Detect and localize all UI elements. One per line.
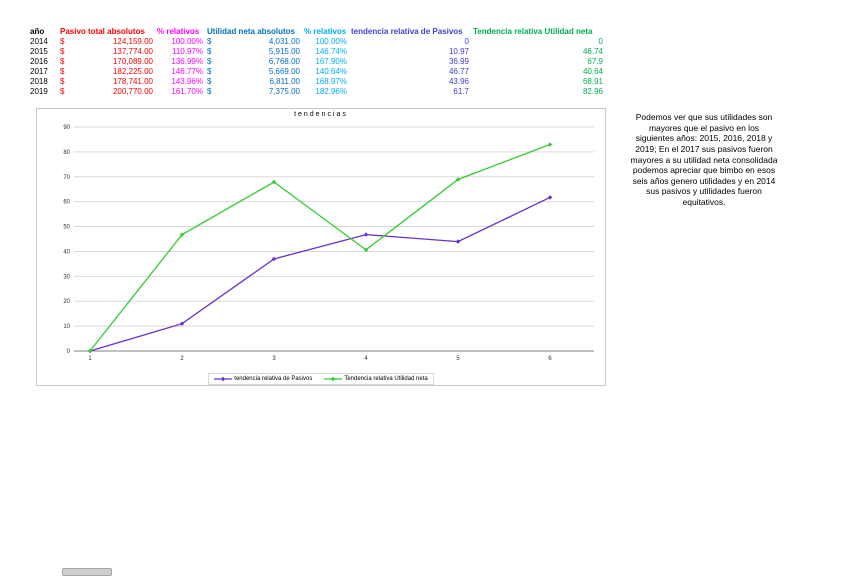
horizontal-scrollbar-thumb[interactable] bbox=[62, 568, 112, 576]
table-row: 2018 $178,741.00 143.96% $6,811.00 168.97% 43… bbox=[28, 77, 605, 87]
chart-title: tendencias bbox=[294, 111, 348, 118]
column-header[interactable]: año bbox=[30, 26, 45, 36]
svg-text:1: 1 bbox=[88, 356, 92, 362]
table-cell[interactable]: 0 bbox=[464, 37, 469, 46]
table-cell[interactable]: 2019 bbox=[30, 87, 48, 96]
svg-text:6: 6 bbox=[548, 356, 552, 362]
table-cell[interactable]: 168.97% bbox=[315, 77, 347, 86]
svg-text:20: 20 bbox=[63, 299, 70, 305]
table-cell[interactable]: 61.7 bbox=[453, 87, 469, 96]
table-cell[interactable]: $200,770.00 bbox=[60, 87, 153, 96]
table-cell[interactable]: $170,089.00 bbox=[60, 57, 153, 66]
svg-text:2: 2 bbox=[180, 356, 184, 362]
table-cell[interactable]: 136.99% bbox=[171, 57, 203, 66]
table-cell[interactable]: 46.77 bbox=[448, 67, 469, 76]
table-cell[interactable]: $182,225.00 bbox=[60, 67, 153, 76]
chart-plot: 0 10 20 30 40 50 60 70 80 90 1 2 3 4 5 6 bbox=[63, 125, 594, 362]
table-cell[interactable]: $6,811.00 bbox=[207, 77, 300, 86]
svg-text:5: 5 bbox=[456, 356, 460, 362]
column-header[interactable]: % relativos bbox=[304, 26, 347, 36]
column-header[interactable]: Pasivo total absolutos bbox=[60, 26, 145, 36]
table-cell[interactable]: 100.00% bbox=[171, 37, 203, 46]
chart-legend: tendencia relativa de Pasivos Tendencia r… bbox=[208, 373, 434, 385]
svg-text:80: 80 bbox=[63, 150, 70, 156]
table-cell[interactable]: 143.96% bbox=[171, 77, 203, 86]
table-cell[interactable]: 2015 bbox=[30, 47, 48, 56]
table-cell[interactable]: 2014 bbox=[30, 37, 48, 46]
table-cell[interactable]: 2016 bbox=[30, 57, 48, 66]
table-cell[interactable]: $6,768.00 bbox=[207, 57, 300, 66]
table-cell[interactable]: 2018 bbox=[30, 77, 48, 86]
svg-text:0: 0 bbox=[67, 349, 71, 355]
table-cell[interactable]: 100.00% bbox=[315, 37, 347, 46]
table-cell[interactable]: 182.96% bbox=[315, 87, 347, 96]
table-cell[interactable]: $5,915.00 bbox=[207, 47, 300, 56]
table-cell[interactable]: 167.90% bbox=[315, 57, 347, 66]
table-cell[interactable]: 46.74 bbox=[582, 47, 603, 56]
table-cell[interactable]: 161.70% bbox=[171, 87, 203, 96]
table-row: 2019 $200,770.00 161.70% $7,375.00 182.96% 61… bbox=[28, 87, 605, 97]
svg-text:60: 60 bbox=[63, 200, 70, 206]
table-row: 2014 $124,159.00 100.00% $4,031.00 100.00% 0 0 bbox=[28, 37, 605, 47]
svg-text:50: 50 bbox=[63, 225, 70, 231]
legend-item: Tendencia relativa Utilidad neta bbox=[324, 375, 428, 383]
svg-text:70: 70 bbox=[63, 175, 70, 181]
trend-chart[interactable]: tendencias 0 10 20 30 40 50 60 70 80 90 1 2 3 4 5 6 ten… bbox=[36, 108, 606, 386]
legend-label: Tendencia relativa Utilidad neta bbox=[344, 376, 428, 382]
comment-textbox[interactable]: Podemos ver que sus utilidades son mayor… bbox=[630, 112, 778, 207]
table-cell[interactable]: 68.91 bbox=[582, 77, 603, 86]
table-cell[interactable]: 36.99 bbox=[448, 57, 469, 66]
column-header[interactable]: Utilidad neta absolutos bbox=[207, 26, 296, 36]
svg-text:3: 3 bbox=[272, 356, 276, 362]
table-cell[interactable]: 43.96 bbox=[448, 77, 469, 86]
legend-marker-icon bbox=[214, 376, 233, 382]
table-cell[interactable]: 67.9 bbox=[587, 57, 603, 66]
table-cell[interactable]: $5,669.00 bbox=[207, 67, 300, 76]
svg-text:90: 90 bbox=[63, 125, 70, 131]
table-cell[interactable]: 146.74% bbox=[315, 47, 347, 56]
data-table: año Pasivo total absolutos % relativos Util… bbox=[28, 26, 605, 97]
table-cell[interactable]: 82.96 bbox=[582, 87, 603, 96]
table-cell[interactable]: 110.97% bbox=[172, 47, 203, 56]
table-cell[interactable]: $124,159.00 bbox=[60, 37, 153, 46]
legend-marker-icon bbox=[324, 376, 343, 382]
table-cell[interactable]: $4,031.00 bbox=[207, 37, 300, 46]
table-cell[interactable]: $137,774.00 bbox=[60, 47, 153, 56]
table-cell[interactable]: $178,741.00 bbox=[60, 77, 153, 86]
table-cell[interactable]: $7,375.00 bbox=[207, 87, 300, 96]
svg-text:10: 10 bbox=[63, 324, 70, 330]
svg-text:4: 4 bbox=[364, 356, 368, 362]
table-cell[interactable]: 10.97 bbox=[448, 47, 469, 56]
table-cell[interactable]: 2017 bbox=[30, 67, 48, 76]
table-cell[interactable]: 146.77% bbox=[171, 67, 203, 76]
column-header[interactable]: Tendencia relativa Utilidad neta bbox=[473, 26, 593, 36]
svg-text:30: 30 bbox=[63, 274, 70, 280]
column-header[interactable]: % relativos bbox=[157, 26, 200, 36]
table-row: 2015 $137,774.00 110.97% $5,915.00 146.74% 10… bbox=[28, 47, 605, 57]
table-cell[interactable]: 40.64 bbox=[582, 67, 603, 76]
table-row: 2017 $182,225.00 146.77% $5,669.00 140.64% 46… bbox=[28, 67, 605, 77]
table-row: 2016 $170,089.00 136.99% $6,768.00 167.90% 36… bbox=[28, 57, 605, 67]
column-header[interactable]: tendencia relativa de Pasivos bbox=[351, 26, 463, 36]
legend-item: tendencia relativa de Pasivos bbox=[214, 375, 312, 383]
svg-text:40: 40 bbox=[63, 249, 70, 255]
table-header-row: año Pasivo total absolutos % relativos Util… bbox=[28, 26, 605, 37]
table-cell[interactable]: 0 bbox=[598, 37, 603, 46]
table-cell[interactable]: 140.64% bbox=[315, 67, 347, 76]
legend-label: tendencia relativa de Pasivos bbox=[234, 376, 313, 382]
